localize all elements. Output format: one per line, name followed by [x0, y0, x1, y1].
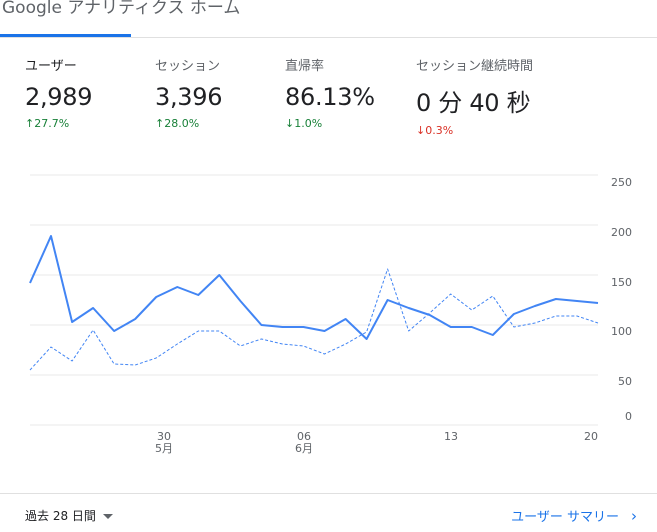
- x-tick-label: 20: [584, 430, 598, 443]
- metric-value: 0 分 40 秒: [416, 89, 531, 117]
- metric-label: ユーザー: [25, 59, 77, 74]
- metric-change: ↑28.0%: [155, 117, 200, 130]
- y-tick-label: 150: [611, 276, 632, 289]
- arrow-down-icon: ↓: [285, 117, 295, 130]
- metric-tab-session-duration[interactable]: セッション継続時間 0 分 40 秒 ↓0.3%: [416, 55, 533, 137]
- metric-change: ↑27.7%: [25, 117, 70, 130]
- metric-label: セッション継続時間: [416, 59, 534, 74]
- metric-change: ↓0.3%: [416, 124, 454, 137]
- metric-value: 3,396: [155, 83, 223, 111]
- arrow-up-icon: ↑: [25, 117, 35, 130]
- y-tick-label: 250: [611, 176, 632, 189]
- y-tick-label: 200: [611, 226, 632, 239]
- tab-divider: [0, 37, 657, 38]
- metric-change: ↓1.0%: [285, 117, 323, 130]
- report-link-label: ユーザー サマリー: [511, 510, 619, 525]
- metric-tab-users[interactable]: ユーザー 2,989 ↑27.7%: [25, 55, 93, 130]
- x-tick-month-label: 6月: [295, 442, 313, 455]
- x-tick-label: 30: [157, 430, 171, 443]
- date-range-label: 過去 28 日間: [25, 509, 96, 523]
- active-tab-indicator: [0, 34, 131, 37]
- y-tick-label: 0: [625, 410, 632, 423]
- metric-label: 直帰率: [285, 59, 325, 74]
- date-range-dropdown[interactable]: 過去 28 日間: [25, 507, 113, 524]
- y-tick-label: 50: [618, 375, 632, 388]
- metric-tab-sessions[interactable]: セッション 3,396 ↑28.0%: [155, 55, 223, 130]
- metric-value: 86.13%: [285, 83, 375, 111]
- user-summary-link[interactable]: ユーザー サマリー ›: [511, 506, 637, 525]
- arrow-up-icon: ↑: [155, 117, 165, 130]
- caret-down-icon: [102, 514, 113, 519]
- x-tick-month-label: 5月: [155, 442, 173, 455]
- chevron-right-icon: ›: [631, 507, 637, 525]
- metric-label: セッション: [155, 59, 221, 74]
- x-tick-label: 06: [297, 430, 311, 443]
- footer-divider: [0, 493, 657, 494]
- series-line-previous: [29, 268, 599, 371]
- x-tick-label: 13: [444, 430, 458, 443]
- arrow-down-icon: ↓: [416, 124, 426, 137]
- metric-tab-bounce-rate[interactable]: 直帰率 86.13% ↓1.0%: [285, 55, 375, 130]
- series-line-current: [29, 235, 599, 340]
- metric-value: 2,989: [25, 83, 93, 111]
- y-tick-label: 100: [611, 325, 632, 338]
- page-title: Google アナリティクス ホーム: [2, 0, 241, 18]
